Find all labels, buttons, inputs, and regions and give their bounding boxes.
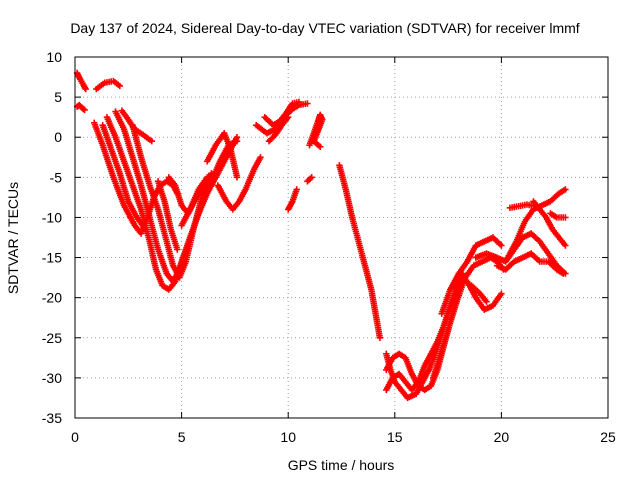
data-marker-track	[93, 77, 123, 93]
y-tick-label: -35	[42, 410, 62, 426]
data-marker-track	[504, 186, 569, 261]
series-track-26	[438, 234, 505, 317]
series-track-2	[73, 101, 88, 114]
y-axis-label: SDTVAR / TECUs	[5, 182, 21, 294]
series-track-17	[265, 114, 292, 145]
data-marker-track	[468, 282, 490, 305]
y-tick-label: -20	[42, 290, 62, 306]
data-marker-track	[438, 234, 505, 317]
data-marker-track	[506, 201, 539, 211]
plot-frame	[74, 56, 609, 419]
series-track-14	[214, 154, 264, 213]
data-marker-track	[73, 69, 89, 93]
series-track-21	[336, 162, 384, 341]
data-marker-track	[154, 178, 181, 253]
chart-title: Day 137 of 2024, Sidereal Day-to-day VTE…	[70, 20, 579, 36]
y-tick-label: 5	[54, 89, 62, 105]
data-marker-track	[493, 250, 567, 277]
series-track-16	[261, 98, 303, 129]
x-tick-label: 0	[71, 429, 79, 445]
series-track-32	[506, 201, 539, 211]
series-track-28	[468, 282, 490, 305]
data-series	[73, 69, 569, 402]
series-track-20	[306, 111, 326, 150]
data-marker-track	[455, 270, 505, 313]
y-tick-label: -15	[42, 250, 62, 266]
series-track-27	[455, 270, 505, 313]
data-marker-track	[73, 101, 88, 114]
x-tick-label: 25	[600, 429, 616, 445]
y-tick-label: -5	[50, 169, 63, 185]
data-marker-track	[99, 122, 149, 233]
y-tick-label: 0	[54, 129, 62, 145]
x-axis-tick-labels: 0 5 10 15 20 25	[71, 429, 616, 445]
series-track-31	[504, 186, 569, 261]
data-marker-track	[204, 130, 241, 181]
data-marker-track	[261, 98, 303, 129]
x-tick-label: 20	[494, 429, 510, 445]
series-track-19	[304, 174, 315, 185]
data-marker-track	[547, 210, 569, 221]
data-marker-track	[129, 122, 215, 281]
series-track-13	[204, 130, 241, 181]
x-tick-label: 10	[280, 429, 296, 445]
y-tick-label: -30	[42, 370, 62, 386]
data-marker-track	[265, 114, 292, 145]
series-track-12	[178, 170, 219, 229]
y-axis-tick-labels: 10 5 0 -5 -10 -15 -20 -25 -30 -35	[42, 49, 62, 426]
grid	[75, 57, 608, 418]
series-track-5	[99, 122, 149, 233]
data-marker-track	[178, 170, 219, 229]
series-track-33	[530, 198, 569, 249]
data-marker-track	[383, 270, 467, 394]
data-marker-track	[214, 154, 264, 213]
data-marker-track	[285, 186, 300, 213]
y-tick-label: 10	[46, 49, 62, 65]
x-tick-label: 15	[387, 429, 403, 445]
series-track-30	[493, 250, 567, 277]
series-track-3	[93, 77, 123, 93]
series-track-10	[154, 178, 181, 253]
data-marker-track	[336, 162, 384, 341]
series-track-9	[129, 122, 215, 281]
y-tick-label: -10	[42, 209, 62, 225]
y-tick-label: -25	[42, 330, 62, 346]
series-track-18	[285, 186, 300, 213]
data-marker-track	[306, 111, 326, 150]
series-track-24	[383, 270, 467, 394]
data-marker-track	[304, 174, 315, 185]
data-marker-track	[530, 198, 569, 249]
x-tick-label: 5	[178, 429, 186, 445]
series-track-34	[547, 210, 569, 221]
series-track-1	[73, 69, 89, 93]
x-axis-label: GPS time / hours	[288, 457, 395, 473]
